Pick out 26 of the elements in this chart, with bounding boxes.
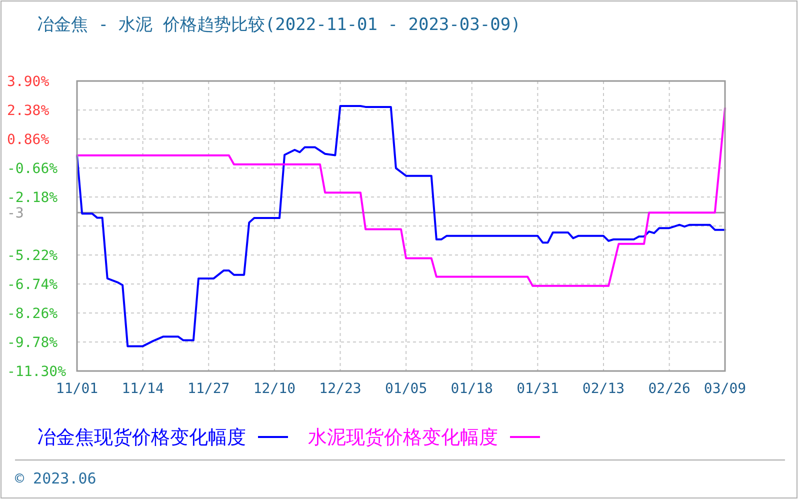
y-tick-label: -0.66%: [7, 160, 58, 177]
y-tick-label: -5.22%: [7, 248, 58, 264]
x-tick-label: 02/26: [648, 380, 690, 397]
x-tick-label: 01/18: [450, 380, 493, 397]
x-tick-label: 01/05: [384, 380, 428, 397]
y-tick-label: -2.18%: [7, 190, 58, 206]
x-tick-label: 11/01: [56, 380, 98, 397]
y-tick-label: 3.90%: [7, 74, 50, 90]
legend-label: 冶金焦现货价格变化幅度: [37, 426, 246, 449]
y-tick-label: 0.86%: [7, 132, 50, 148]
x-tick-label: 02/13: [582, 380, 625, 397]
ref-line-label: -3: [7, 206, 24, 222]
annotation: © 2023.06: [15, 469, 96, 488]
y-tick-label: -8.26%: [7, 306, 58, 322]
x-tick-label: 11/27: [188, 380, 230, 397]
y-tick-label: -6.74%: [7, 276, 58, 293]
legend-label: 水泥现货价格变化幅度: [308, 426, 498, 449]
x-tick-label: 03/09: [704, 380, 746, 397]
y-tick-label: 2.38%: [7, 102, 50, 119]
y-tick-label: -9.78%: [7, 334, 58, 351]
x-tick-label: 12/23: [319, 380, 362, 397]
x-tick-label: 11/14: [122, 380, 164, 397]
y-tick-label: -11.30%: [7, 364, 66, 380]
title: 冶金焦 - 水泥 价格趋势比较(2022-11-01 - 2023-03-09): [37, 15, 521, 35]
x-tick-label: 01/31: [516, 380, 559, 397]
x-tick-label: 12/10: [253, 380, 296, 397]
